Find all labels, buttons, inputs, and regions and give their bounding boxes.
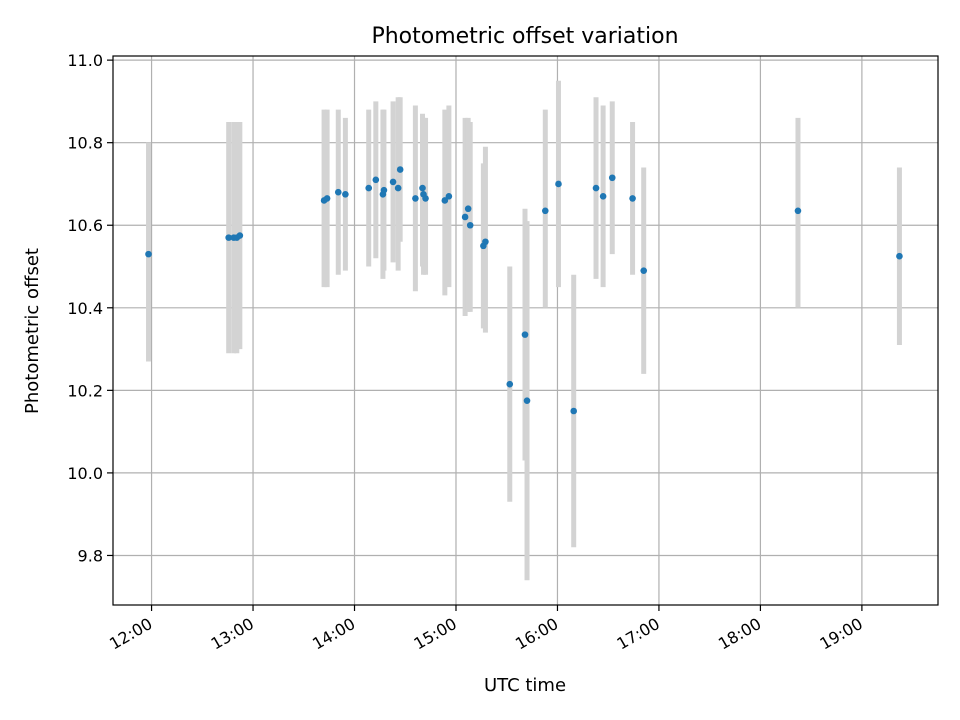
data-point <box>464 205 472 213</box>
x-tick-label: 15:00 <box>411 614 460 654</box>
chart-title: Photometric offset variation <box>371 24 678 49</box>
x-tick-label: 14:00 <box>309 614 358 654</box>
y-axis-ticks: 9.8 10.0 10.2 10.4 10.6 10.8 11.0 <box>67 51 113 565</box>
data-point <box>225 234 232 241</box>
data-point <box>570 407 578 415</box>
data-point <box>236 232 244 239</box>
data-point <box>422 195 429 202</box>
y-axis-label: Photometric offset <box>22 248 43 414</box>
y-tick-label: 9.8 <box>78 546 103 565</box>
data-point <box>466 221 474 229</box>
error-bars <box>146 80 902 581</box>
x-tick-label: 18:00 <box>715 614 764 654</box>
data-point <box>461 213 469 221</box>
data-point <box>441 197 449 204</box>
x-tick-label: 13:00 <box>208 614 257 654</box>
data-point <box>523 397 531 404</box>
data-point <box>412 195 419 202</box>
data-point <box>541 207 549 215</box>
data-point <box>640 267 648 274</box>
y-tick-label: 10.8 <box>67 134 103 153</box>
plot-frame <box>112 55 939 606</box>
data-points <box>145 166 903 415</box>
data-point <box>592 184 600 192</box>
data-point <box>323 195 331 202</box>
data-point <box>334 188 342 196</box>
data-point <box>342 190 349 198</box>
y-tick-label: 10.2 <box>67 381 103 400</box>
y-tick-label: 10.4 <box>67 299 103 318</box>
x-tick-label: 17:00 <box>614 614 663 654</box>
data-point <box>396 166 404 173</box>
data-point <box>555 180 562 188</box>
y-tick-label: 10.6 <box>67 216 103 235</box>
data-point <box>380 186 388 194</box>
data-point <box>394 184 402 192</box>
data-point <box>521 331 529 338</box>
data-point <box>365 184 373 192</box>
data-point <box>445 193 453 200</box>
y-tick-label: 11.0 <box>67 51 103 70</box>
data-point <box>896 252 903 260</box>
x-tick-label: 19:00 <box>816 614 865 654</box>
data-point <box>608 174 616 182</box>
data-point <box>506 380 514 388</box>
data-point <box>372 176 380 184</box>
data-point <box>389 178 397 186</box>
x-tick-label: 12:00 <box>106 614 155 654</box>
data-point <box>599 193 607 200</box>
y-tick-label: 10.0 <box>67 464 103 483</box>
data-point <box>482 238 489 246</box>
data-point <box>145 250 152 258</box>
x-tick-label: 16:00 <box>512 614 561 654</box>
data-point <box>794 207 802 215</box>
data-point <box>419 184 426 192</box>
data-point <box>629 195 636 202</box>
x-axis-label: UTC time <box>484 675 566 696</box>
x-axis-ticks: 12:00 13:00 14:00 15:00 16:00 17:00 18:00 19:00 <box>106 605 866 654</box>
